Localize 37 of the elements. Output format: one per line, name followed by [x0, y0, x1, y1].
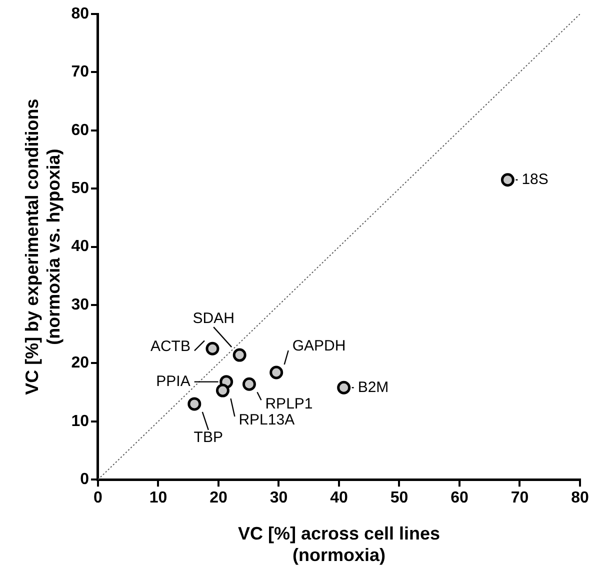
y-tick-label: 10 — [71, 412, 90, 430]
x-tick-label: 30 — [270, 490, 288, 507]
annotation: B2M — [358, 378, 389, 396]
annotation: 18S — [522, 171, 548, 188]
point — [270, 366, 284, 380]
x-tick-label: 40 — [330, 490, 348, 507]
x-tick-label: 0 — [94, 490, 103, 507]
x-tick-label: 50 — [390, 490, 408, 507]
x-tick-label: 10 — [149, 490, 168, 507]
x-tick-label: 20 — [210, 490, 228, 507]
y-tick-label: 70 — [71, 64, 90, 81]
annotation: RPL13A — [238, 412, 295, 429]
point — [337, 380, 351, 394]
y-tick-label: 50 — [71, 180, 90, 198]
point — [232, 348, 246, 362]
y-axis-title: VC [%] by experimental conditions (normoxia vs. hypoxia) — [22, 98, 64, 395]
y-tick-label: 20 — [71, 354, 90, 372]
annotation: GAPDH — [292, 338, 346, 355]
y-tick-label: 60 — [71, 122, 90, 139]
point — [216, 384, 230, 398]
x-tick-label: 70 — [510, 490, 529, 507]
x-axis-title: VC [%] across cell lines (normoxia) — [238, 524, 440, 566]
y-tick-label: 80 — [71, 5, 90, 22]
point — [188, 397, 202, 411]
y-tick-label: 40 — [71, 238, 90, 256]
y-tick-label: 0 — [80, 471, 90, 488]
point — [242, 377, 256, 391]
point — [206, 342, 220, 356]
x-tick-label: 60 — [450, 490, 468, 507]
y-tick-label: 30 — [71, 296, 90, 314]
annotation: PPIA — [156, 372, 190, 390]
x-tick-label: 80 — [571, 490, 589, 507]
annotation: TBP — [194, 429, 223, 446]
annotation: ACTB — [150, 338, 190, 355]
point — [500, 173, 514, 187]
annotation: SDAH — [192, 310, 234, 328]
annotation: RPLP1 — [265, 395, 313, 412]
